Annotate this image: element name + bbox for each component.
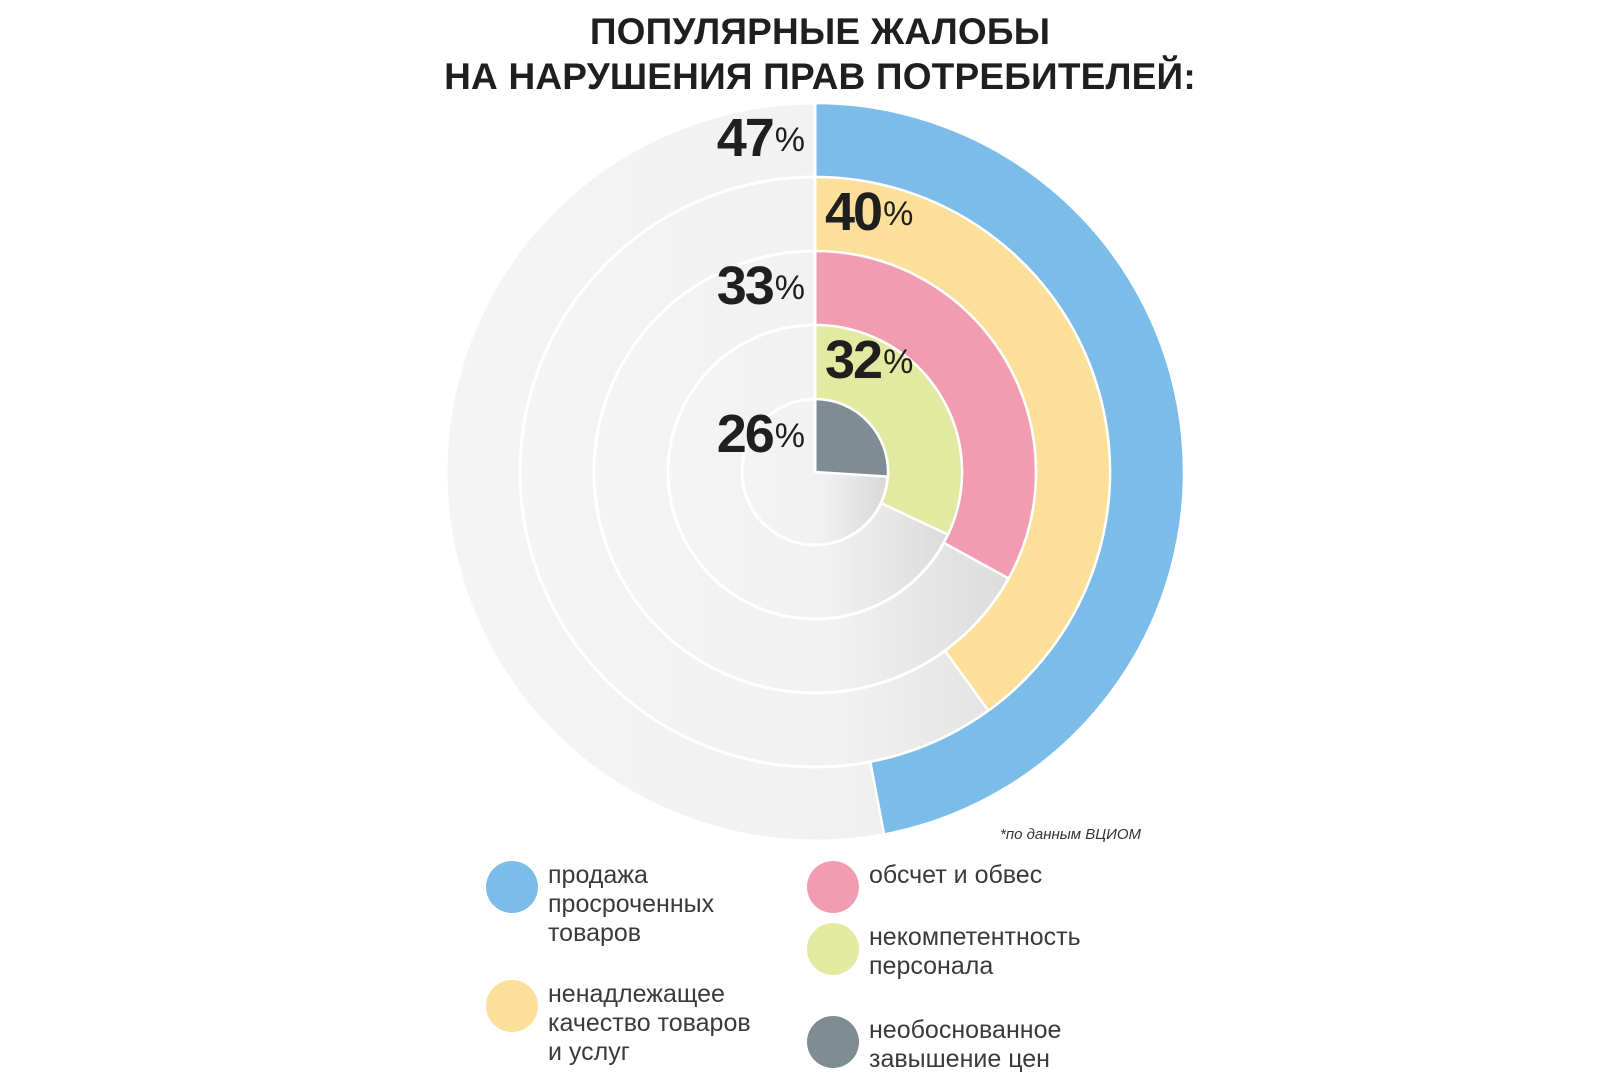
chart-title-line-1: ПОПУЛЯРНЫЕ ЖАЛОБЫ (589, 11, 1051, 52)
value-label-3: 33% (717, 256, 805, 316)
legend-swatch-blue (486, 861, 538, 913)
legend-swatch-green (807, 923, 859, 975)
value-label-5: 26% (717, 404, 805, 464)
legend-swatch-pink (807, 861, 859, 913)
value-label-4: 32% (825, 330, 913, 390)
chart-title-line-2: НА НАРУШЕНИЯ ПРАВ ПОТРЕБИТЕЛЕЙ: (444, 56, 1196, 97)
ring-bar-5 (813, 397, 890, 478)
value-label-1: 47% (717, 108, 805, 168)
legend-label: ненадлежащее качество товаров и услуг (548, 980, 751, 1066)
legend-label: некомпетентность персонала (869, 923, 1081, 980)
legend-swatch-yellow (486, 980, 538, 1032)
value-labels: 47% 40% 33% 32% 26% (717, 108, 914, 464)
legend-label: необоснованное завышение цен (869, 1016, 1062, 1073)
legend-label: продажа просроченных товаров (548, 861, 715, 947)
legend-swatch-gray (807, 1016, 859, 1068)
ring-bars (813, 101, 1186, 836)
source-note: *по данным ВЦИОМ (1000, 826, 1142, 843)
legend-label: обсчет и обвес (869, 861, 1043, 889)
value-label-2: 40% (825, 182, 913, 242)
